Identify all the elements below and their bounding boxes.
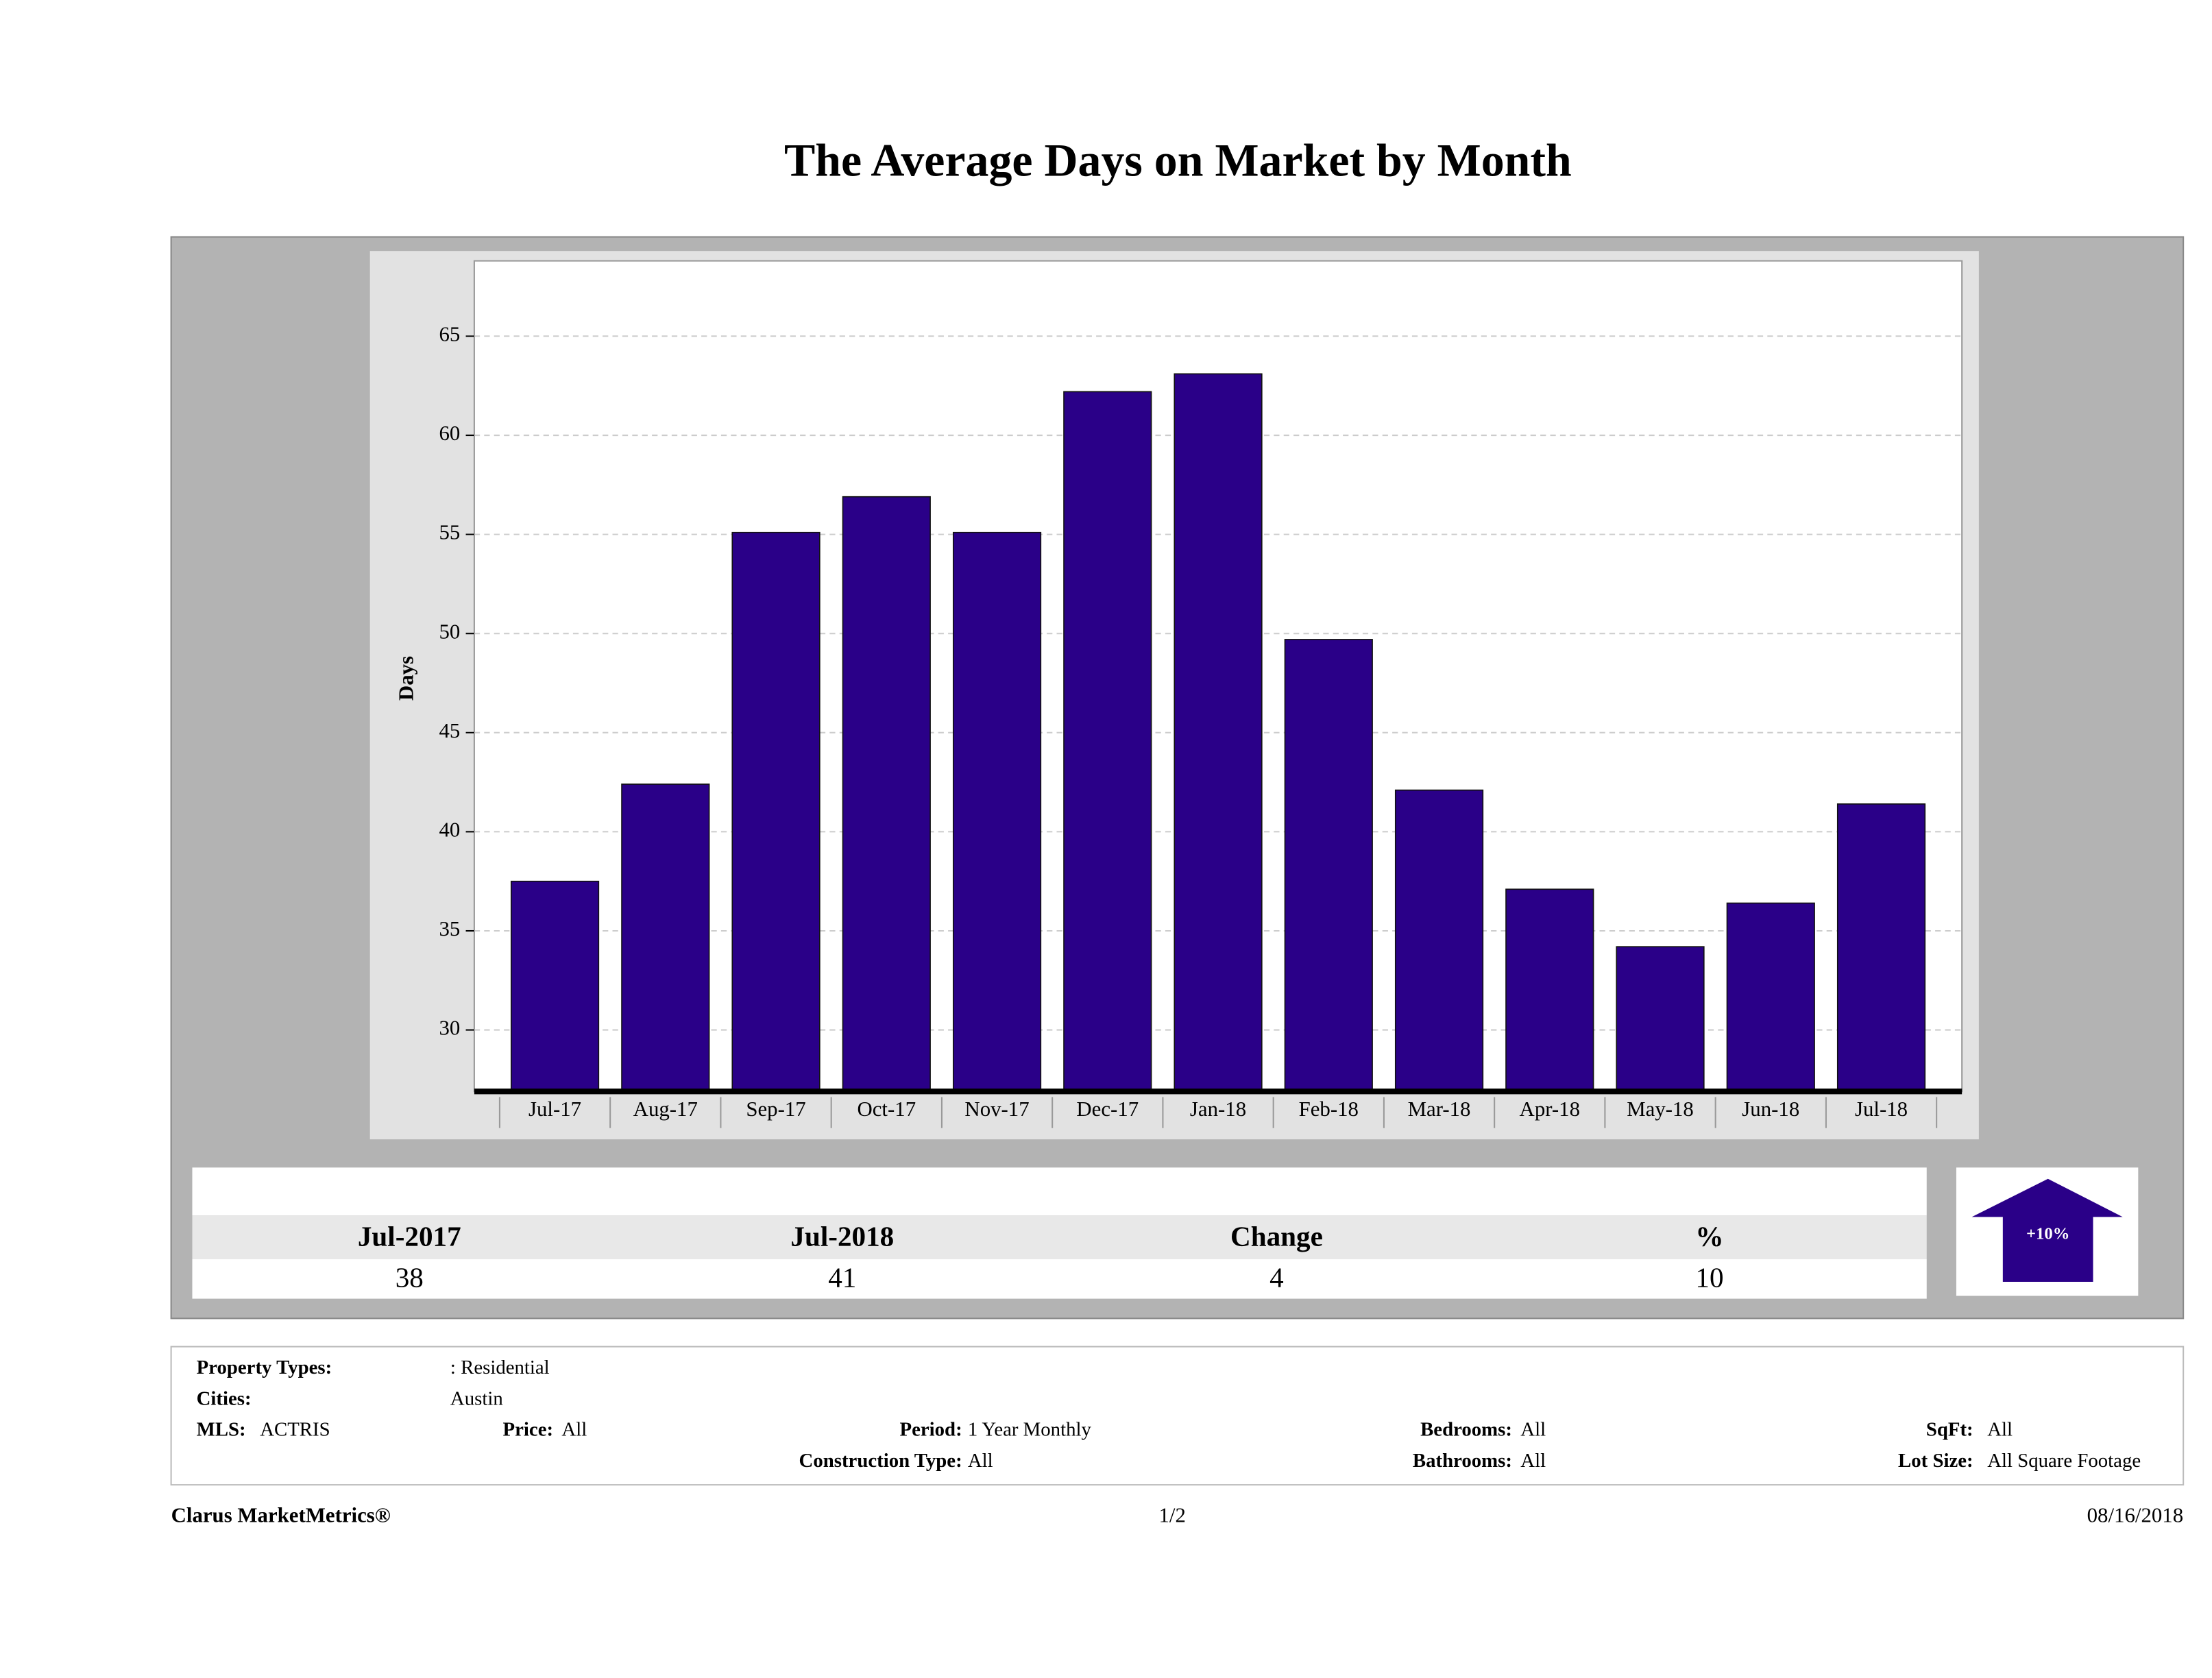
x-tick-label: Nov-17 <box>964 1097 1029 1121</box>
criteria-value: All <box>561 1419 587 1441</box>
criteria-value: ACTRIS <box>260 1419 330 1441</box>
y-tick-label: 40 <box>439 818 460 841</box>
y-tick-label: 65 <box>439 323 460 346</box>
bar <box>1174 373 1263 1093</box>
x-tick-label: Aug-17 <box>633 1097 698 1121</box>
bar <box>1616 946 1705 1093</box>
summary-value: 10 <box>1695 1261 1723 1293</box>
criteria-label: Price: <box>503 1419 554 1441</box>
x-tick-label: Jun-18 <box>1742 1097 1799 1121</box>
y-tick-label: 35 <box>439 917 460 940</box>
criteria-value: All <box>1987 1419 2013 1441</box>
criteria-label: Construction Type: <box>799 1450 962 1472</box>
bars: Jul-17 Aug-17 Sep-17 Oct-17 Nov-17 Dec-17 Jan-… <box>510 373 1926 1121</box>
summary-value: 4 <box>1269 1261 1284 1293</box>
criteria-value: : Residential <box>450 1357 550 1378</box>
criteria-value: All <box>968 1450 993 1472</box>
x-tick-label: Jul-18 <box>1855 1097 1908 1121</box>
bar <box>1394 789 1484 1093</box>
y-tick-label: 30 <box>439 1017 460 1040</box>
criteria-label: SqFt: <box>1926 1419 1973 1441</box>
bar <box>1063 391 1152 1093</box>
x-tick-label: Oct-17 <box>857 1097 916 1121</box>
summary-header <box>192 1215 1927 1260</box>
criteria-box <box>170 1346 2185 1486</box>
criteria-label: Cities: <box>197 1387 252 1409</box>
bar <box>842 496 931 1093</box>
bar <box>1726 902 1815 1093</box>
y-tick-label: 60 <box>439 422 460 445</box>
arrow-label: +10% <box>2026 1225 2069 1243</box>
x-tick-label: May-18 <box>1627 1097 1694 1121</box>
y-tick-label: 45 <box>439 719 460 742</box>
criteria-value: All <box>1520 1419 1546 1441</box>
x-tick-label: Feb-18 <box>1299 1097 1359 1121</box>
x-tick-label: Sep-17 <box>746 1097 805 1121</box>
criteria-label: Bedrooms: <box>1420 1419 1512 1441</box>
criteria-label: Bathrooms: <box>1413 1450 1512 1472</box>
criteria: Property Types: : Residential Cities: Austi… <box>197 1357 2141 1472</box>
summary-header: Jul-2018 <box>790 1221 894 1252</box>
x-tick-label: Dec-17 <box>1076 1097 1139 1121</box>
footer-brand: Clarus MarketMetrics® <box>171 1504 391 1527</box>
bar <box>1284 639 1373 1093</box>
x-tick-label: Mar-18 <box>1408 1097 1471 1121</box>
bar <box>731 531 821 1093</box>
criteria-value: All <box>1520 1450 1546 1472</box>
summary-header: Change <box>1230 1221 1323 1252</box>
summary-header: Jul-2017 <box>358 1221 461 1252</box>
criteria-value: 1 Year Monthly <box>968 1419 1092 1441</box>
summary-table: Jul-2017 38 Jul-2018 41 Change 4% 10 <box>358 1221 1724 1293</box>
footer-date: 08/16/2018 <box>2087 1504 2184 1527</box>
bar <box>1505 888 1594 1093</box>
bar <box>621 783 710 1093</box>
bar <box>952 531 1042 1093</box>
summary-value: 41 <box>828 1261 856 1293</box>
criteria-value: Austin <box>450 1387 503 1409</box>
criteria-label: MLS: <box>197 1419 246 1441</box>
bar <box>510 880 600 1093</box>
y-tick-label: 50 <box>439 620 460 643</box>
y-tick-label: 55 <box>439 521 460 544</box>
summary-top <box>192 1167 1927 1216</box>
x-tick-label: Jul-17 <box>528 1097 581 1121</box>
x-tick-label: Jan-18 <box>1190 1097 1246 1121</box>
criteria-label: Lot Size: <box>1898 1450 1973 1472</box>
criteria-label: Property Types: <box>197 1357 332 1378</box>
bar <box>1836 803 1926 1093</box>
summary-value: 38 <box>396 1261 424 1293</box>
footer-page: 1/2 <box>1158 1504 1185 1527</box>
y-axis-label: Days <box>394 656 417 701</box>
up-arrow <box>1971 1178 2123 1282</box>
criteria-label: Period: <box>899 1419 962 1441</box>
summary-values <box>192 1259 1927 1299</box>
x-tick-label: Apr-18 <box>1520 1097 1580 1121</box>
chart-title: The Average Days on Market by Month <box>784 134 1572 186</box>
summary-header: % <box>1695 1221 1723 1252</box>
criteria-value: All Square Footage <box>1987 1450 2141 1472</box>
